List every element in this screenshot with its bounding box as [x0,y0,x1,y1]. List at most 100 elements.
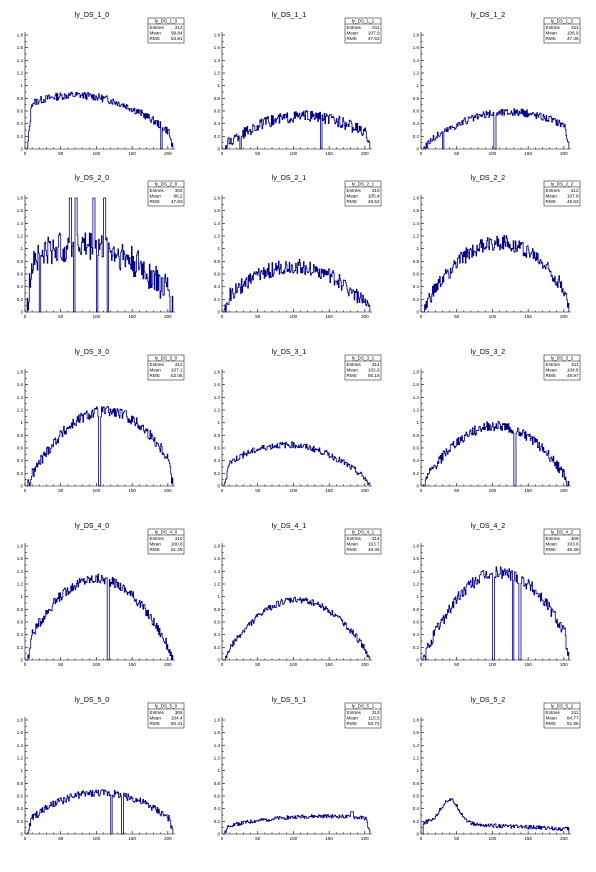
stats-label: RMS [347,547,357,552]
y-tick-label: 1.4 [17,58,24,63]
x-tick-label: 150 [128,314,136,319]
y-tick-label: 0.8 [17,781,24,786]
x-tick-label: 200 [560,314,568,319]
y-tick-label: 0.2 [413,819,420,824]
x-tick-label: 150 [524,662,532,667]
y-tick-label: 0.8 [17,259,24,264]
stats-label: RMS [347,721,357,726]
y-tick-label: 0.4 [413,632,420,637]
x-tick-label: 150 [524,488,532,493]
y-tick-label: 1.2 [214,756,221,761]
x-tick-label: 200 [361,662,369,667]
y-tick-label: 1.8 [17,718,24,723]
x-tick-label: 0 [420,836,423,841]
y-tick-label: 0.6 [413,794,420,799]
stats-label: Entries [150,536,165,541]
stats-label: Entries [546,25,561,30]
y-tick-label: 1.2 [413,408,420,413]
histogram-series [26,91,174,150]
y-tick-label: 0.6 [214,272,221,277]
histogram-panel: ly_DS_4_0 0 0.2 0.4 0.6 0.8 1 1.2 1.4 1.6 1.8 0 50 10… [17,523,185,667]
y-tick-label: 0.4 [214,632,221,637]
stats-label: Mean [347,31,359,36]
y-tick-label: 1.4 [17,743,24,748]
y-tick-label: 1.4 [413,743,420,748]
y-tick-label: 1.4 [17,221,24,226]
histogram-series [27,573,174,661]
stats-label: RMS [347,36,357,41]
panel-title: ly_DS_3_1 [272,349,306,356]
x-tick-label: 100 [290,314,298,319]
stats-value: 103.6 [567,542,579,547]
histogram-series [224,811,371,835]
y-tick-label: 1.2 [214,234,221,239]
y-tick-label: 1.6 [214,45,221,50]
y-tick-label: 0 [20,310,23,315]
stats-box [147,354,185,381]
stats-label: Entries [347,536,362,541]
y-tick-label: 1.8 [413,544,420,549]
histogram-panel: ly_DS_2_0 0 0.2 0.4 0.6 0.8 1 1.2 1.4 1.6 1.8 0 50 10… [17,175,185,319]
stats-value: 49.52 [368,199,380,204]
y-tick-label: 1.6 [17,730,24,735]
y-tick-label: 0.8 [214,781,221,786]
stats-box [543,180,581,207]
y-tick-label: 1 [20,594,23,599]
stats-value: 96.2 [174,194,183,199]
stats-label: Mean [150,716,162,721]
y-tick-label: 1.2 [17,582,24,587]
x-tick-label: 150 [128,151,136,156]
y-tick-label: 1.2 [413,234,420,239]
stats-value: 102.9 [368,368,380,373]
y-tick-label: 0.2 [214,645,221,650]
y-tick-label: 0.8 [214,607,221,612]
histogram-series [422,798,570,834]
stats-name: ly_DS_1_1 [352,19,375,24]
x-tick-label: 50 [255,488,261,493]
x-tick-label: 150 [128,836,136,841]
x-tick-label: 50 [454,662,460,667]
x-tick-label: 0 [24,488,27,493]
stats-value: 84.77 [567,716,579,721]
y-tick-label: 0 [217,147,220,152]
stats-label: RMS [546,36,556,41]
x-tick-label: 0 [420,314,423,319]
y-tick-label: 0.8 [17,607,24,612]
y-tick-label: 0.8 [413,96,420,101]
y-tick-label: 1.6 [17,208,24,213]
stats-value: 314 [372,362,380,367]
panel-title: ly_DS_2_2 [471,175,505,182]
y-tick-label: 1.2 [214,582,221,587]
x-tick-label: 50 [255,836,261,841]
y-tick-label: 0.4 [17,806,24,811]
y-tick-label: 0 [416,147,419,152]
x-tick-label: 0 [420,662,423,667]
y-tick-label: 1.8 [214,370,221,375]
stats-value: 53.81 [171,36,183,41]
panel-title: ly_DS_4_0 [75,523,109,530]
stats-label: Mean [150,194,162,199]
stats-box [543,354,581,381]
stats-value: 51.29 [171,547,183,552]
x-tick-label: 0 [221,151,224,156]
x-tick-label: 50 [255,151,261,156]
stats-label: Entries [546,536,561,541]
stats-value: 50.41 [171,721,183,726]
y-tick-label: 1.8 [413,33,420,38]
stats-label: RMS [546,721,556,726]
panel-title: ly_DS_1_0 [75,12,109,19]
y-tick-label: 0 [217,832,220,837]
histogram-series [27,406,174,487]
stats-value: 107.9 [368,31,380,36]
y-tick-label: 1.4 [17,569,24,574]
histogram-panel: ly_DS_5_0 0 0.2 0.4 0.6 0.8 1 1.2 1.4 1.6 1.8 0 50 10… [17,697,185,841]
y-tick-label: 1.8 [413,370,420,375]
y-tick-label: 1.8 [413,718,420,723]
x-tick-label: 100 [489,151,497,156]
stats-label: Entries [546,710,561,715]
y-tick-label: 0.6 [17,620,24,625]
x-tick-label: 100 [93,836,101,841]
x-tick-label: 0 [221,836,224,841]
histogram-panel: ly_DS_3_1 0 0.2 0.4 0.6 0.8 1 1.2 1.4 1.6 1.8 0 50 10… [214,349,382,493]
